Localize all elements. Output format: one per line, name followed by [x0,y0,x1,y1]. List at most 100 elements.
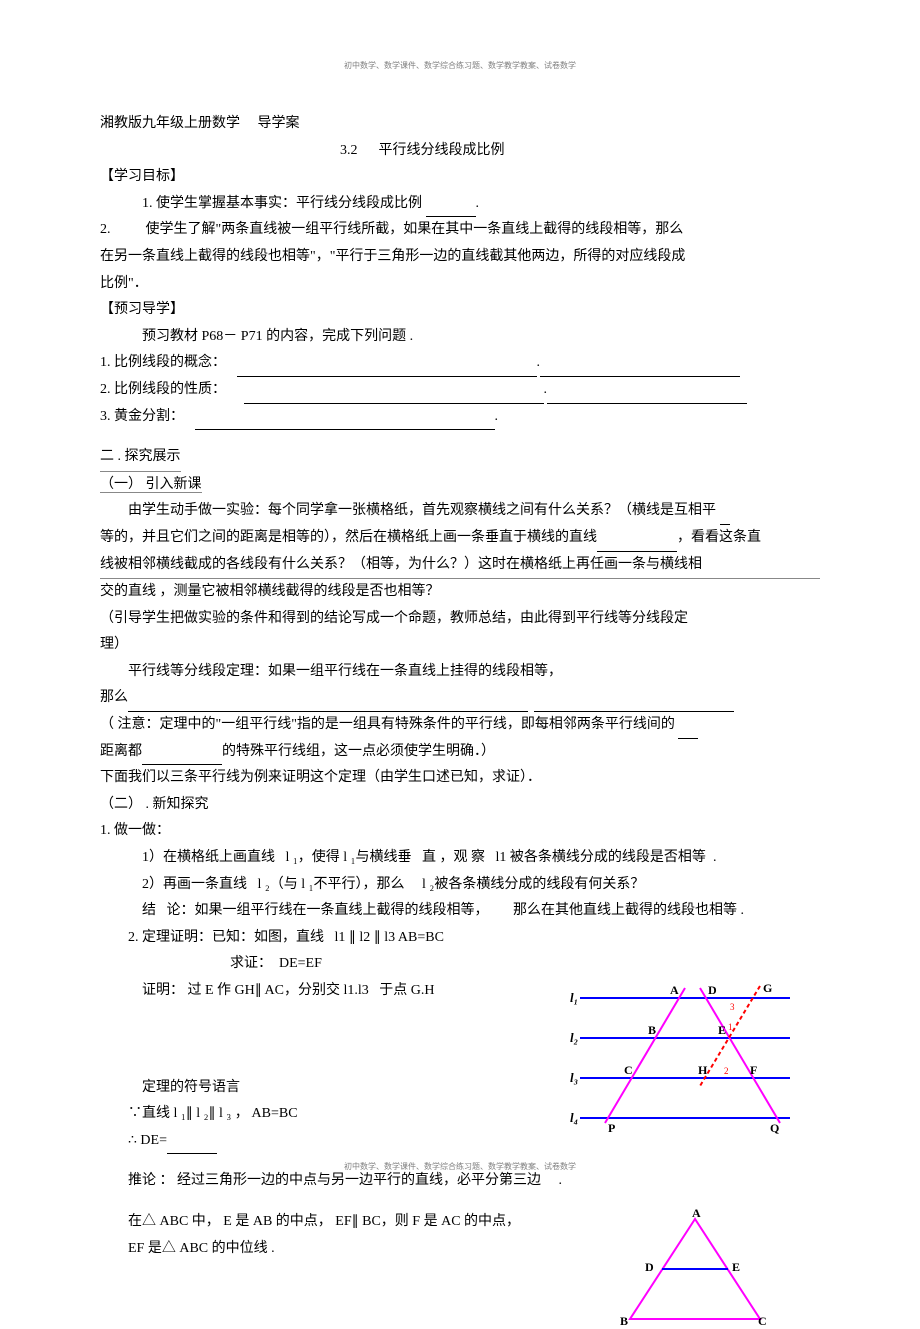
label-G: G [763,981,772,995]
angle-2: 2 [724,1066,729,1076]
triangle-block: 在△ ABC 中， E 是 AB 的中点， EF∥ BC，则 F 是 AC 的中… [100,1209,820,1262]
q3-blank[interactable] [195,416,495,430]
goal-1-text: 1. 使学生掌握基本事实：平行线分线段成比例 [142,196,422,211]
label-l4: l₄ [570,1110,578,1125]
q1-label: 1. 比例线段的概念： [100,350,226,377]
note-2: 下面我们以三条平行线为例来证明这个定理（由学生口述已知，求证）． [100,765,820,792]
intro-5: （引导学生把做实验的条件和得到的结论写成一个命题，教师总结，由此得到平行线等分线… [100,606,820,633]
theorem-blank[interactable] [128,698,528,712]
label-C: C [758,1314,767,1328]
do-2a: 2）再画一条直线 [142,877,247,892]
intro-6: 理） [100,632,820,659]
sub-1-text: （一） 引入新课 [100,477,202,493]
label-l1: l₁ [570,990,578,1005]
diag-right [700,988,780,1123]
proof-req-row: 求证： DE=EF [100,951,820,978]
intro-3-text: 线被相邻横线截成的各线段有什么关系？（相等，为什么？）这时在横格纸上再任画一条与… [100,557,702,572]
intro-1: 由学生动手做一实验：每个同学拿一张横格纸，首先观察横线之间有什么关系？（横线是互… [100,498,820,525]
label-A: A [670,983,679,997]
goal-2-row2: 在另一条直线上截得的线段也相等"，"平行于三角形一边的直线截其他两边，所得的对应… [100,244,820,271]
q1-row: 1. 比例线段的概念： . [100,350,820,377]
angle-3: 3 [730,1002,735,1012]
header-note: 初中数学、数学课件、数学综合练习题、数学教学教案、试卷数学 [100,60,820,71]
label-D: D [645,1260,654,1274]
figure-triangle: A B C D E [620,1209,770,1329]
section-number: 3.2 [340,143,358,158]
goal-1: 1. 使学生掌握基本事实：平行线分线段成比例 . [100,191,820,218]
label-Q: Q [770,1121,779,1135]
footer-note: 初中数学、数学课件、数学综合练习题、数学教学教案、试卷数学 [0,1161,920,1172]
doc-title-suffix: 导学案 [258,116,300,131]
q2-row: 2. 比例线段的性质： . [100,377,820,404]
label-P: P [608,1121,615,1135]
label-C: C [624,1063,633,1077]
theorem-blank-b[interactable] [534,698,734,712]
sym-blank[interactable] [167,1140,217,1154]
note-1a-text: （ 注意：定理中的"一组平行线"指的是一组具有特殊条件的平行线，即每相邻两条平行… [100,717,675,732]
do-2: 2）再画一条直线 l ₂（与 l ₁不平行），那么 l ₂被各条横线分成的线段有… [100,872,820,899]
intro-3: 线被相邻横线截成的各线段有什么关系？（相等，为什么？）这时在横格纸上再任画一条与… [100,552,820,580]
conclusion: 结 论：如果一组平行线在一条直线上截得的线段相等， 那么在其他直线上截得的线段也… [100,898,820,925]
do-1a: 1）在横格纸上画直线 [142,850,275,865]
proof-cond: l1 ∥ l2 ∥ l3 AB=BC [335,930,444,945]
goal-2-row3: 比例"． [100,271,820,298]
label-B: B [620,1314,628,1328]
note-1b: 距离都 的特殊平行线组，这一点必须使学生明确．） [100,739,820,766]
blank [720,511,730,525]
intro-4: 交的直线 ，测量它被相邻横线截得的线段是否也相等？ [100,579,820,606]
label-l2: l₂ [570,1030,578,1045]
heading-explore: 二 . 探究展示 [100,444,181,472]
theorem-2-text: 那么 [100,685,128,712]
intro-2-blank[interactable] [597,538,677,552]
theorem-2: 那么 [100,685,820,712]
do-title: 1. 做一做： [100,818,820,845]
goal-2-row1: 2. 使学生了解"两条直线被一组平行线所截，如果在其中一条直线上截得的线段相等，… [100,217,820,244]
section-title: 平行线分线段成比例 [379,143,505,158]
label-H: H [698,1063,708,1077]
q2-blank-b[interactable] [547,390,747,404]
label-E: E [732,1260,740,1274]
proof-req: DE=EF [279,956,322,971]
q1-blank-b[interactable] [540,363,740,377]
proof-req-label: 求证： [230,956,272,971]
note-1-blank[interactable] [142,751,222,765]
label-F: F [750,1063,757,1077]
blank [678,725,698,739]
corollary-text: 推论 ： 经过三角形一边的中点与另一边平行的直线，必平分第三边 [128,1173,541,1188]
proof-step-b: 于点 G.H [379,983,434,998]
conc-a: 结 [142,903,156,918]
do-2b: l ₂（与 l ₁不平行），那么 [258,877,405,892]
intro-2: 等的，并且它们之间的距离是相等的），然后在横格纸上画一条垂直于横线的直线 ，看看… [100,525,820,552]
do-2c: l ₂被各条横线分成的线段有何关系？ [422,877,644,892]
corollary: 推论 ： 经过三角形一边的中点与另一边平行的直线，必平分第三边 . [100,1168,820,1195]
label-l3: l₃ [570,1070,578,1085]
note-1c-text: 的特殊平行线组，这一点必须使学生明确．） [222,739,495,766]
label-B: B [648,1023,656,1037]
figure-parallel-lines: l₁ l₂ l₃ l₄ A D G B E C H F P Q 3 1 2 [570,978,800,1138]
label-D: D [708,983,717,997]
q3-label: 3. 黄金分割： [100,404,184,431]
angle-1: 1 [728,1022,733,1032]
conc-b: 论：如果一组平行线在一条直线上截得的线段相等， [167,903,489,918]
theorem-1: 平行线等分线段定理：如果一组平行线在一条直线上挂得的线段相等， [100,659,820,686]
sym-line2-text: ∴ DE= [128,1128,167,1155]
section-heading: 3.2 平行线分线段成比例 [100,138,820,165]
conc-c: 那么在其他直线上截得的线段也相等 . [513,903,744,918]
preview-intro: 预习教材 P68－ P71 的内容，完成下列问题 . [100,324,820,351]
proof-title-row: 2. 定理证明：已知：如图，直线 l1 ∥ l2 ∥ l3 AB=BC [100,925,820,952]
blank [426,203,476,217]
proof-title: 2. 定理证明：已知：如图，直线 [128,930,324,945]
q1-blank[interactable] [237,363,537,377]
goal-2-num: 2. [100,217,128,244]
do-1d: l1 被各条横线分成的线段是否相等 [496,850,706,865]
note-1b-text: 距离都 [100,739,142,766]
q2-blank[interactable] [244,390,544,404]
sub-2: （二） . 新知探究 [100,792,820,819]
label-A: A [692,1209,701,1220]
heading-goal: 【学习目标】 [100,164,820,191]
proof-step: 证明： 过 E 作 GH∥ AC，分别交 l1.l3 [142,983,369,998]
do-1: 1）在横格纸上画直线 l ₁，使得 l ₁与横线垂 直 ，观 察 l1 被各条横… [100,845,820,872]
q2-label: 2. 比例线段的性质： [100,377,226,404]
q3-row: 3. 黄金分割： . [100,404,820,431]
goal-2-text-a: 使学生了解"两条直线被一组平行线所截，如果在其中一条直线上截得的线段相等，那么 [146,222,684,237]
